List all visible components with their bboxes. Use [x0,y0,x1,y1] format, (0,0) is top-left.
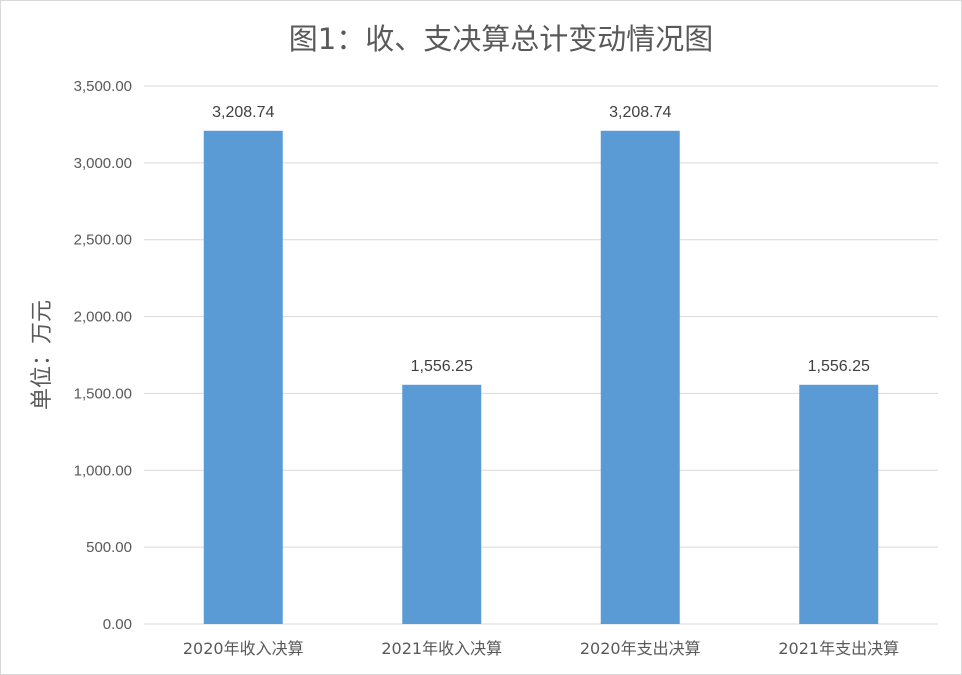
x-category-label: 2021年支出决算 [778,639,899,658]
y-tick-label: 3,000.00 [74,155,132,172]
y-tick-label: 1,500.00 [74,385,132,402]
y-tick-label: 2,000.00 [74,309,132,326]
bar [600,130,680,625]
y-axis-ticks: 0.00 500.00 1,000.00 1,500.00 2,000.00 2,500.… [74,78,132,633]
data-label: 3,208.74 [609,104,671,121]
x-category-label: 2020年支出决算 [580,639,701,658]
bar [203,130,283,625]
y-tick-label: 2,500.00 [74,232,132,249]
chart-title: 图1：收、支决算总计变动情况图 [289,22,713,56]
data-label: 1,556.25 [808,358,870,375]
bars [203,130,879,625]
bar [799,384,879,624]
x-axis-categories: 2020年收入决算 2021年收入决算 2020年支出决算 2021年支出决算 [183,639,899,658]
data-labels: 3,208.74 1,556.25 3,208.74 1,556.25 [212,104,870,375]
y-axis-label: 单位：万元 [30,300,55,410]
y-tick-label: 0.00 [103,616,132,633]
x-category-label: 2020年收入决算 [183,639,304,658]
y-tick-label: 3,500.00 [74,78,132,95]
y-tick-label: 500.00 [86,539,132,556]
x-category-label: 2021年收入决算 [381,639,502,658]
data-label: 3,208.74 [212,104,274,121]
bar [402,384,482,624]
y-tick-label: 1,000.00 [74,462,132,479]
data-label: 1,556.25 [411,358,473,375]
